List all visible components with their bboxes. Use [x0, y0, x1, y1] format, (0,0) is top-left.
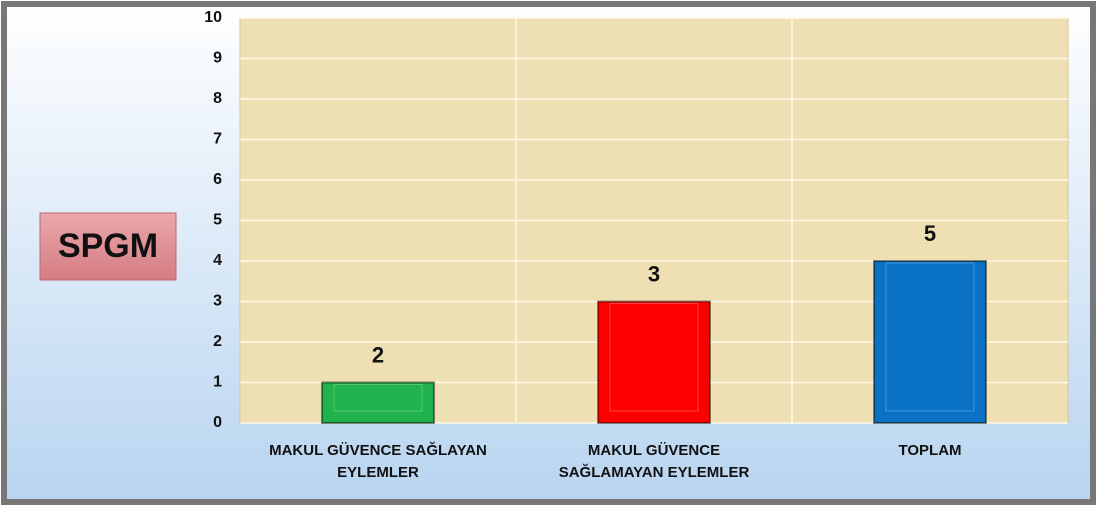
badge-box [39, 212, 177, 281]
y-tick-label: 0 [213, 414, 222, 431]
y-tick-label: 6 [213, 171, 222, 188]
bar-face [885, 262, 975, 412]
y-tick-label: 10 [204, 9, 222, 26]
badge: SPGM [58, 227, 158, 265]
x-tick-label: MAKUL GÜVENCE SAĞLAYAN EYLEMLER [269, 442, 487, 481]
y-tick-label: 3 [213, 293, 222, 310]
data-label: 2 [372, 342, 384, 367]
data-label: 3 [648, 261, 660, 286]
y-tick-label: 1 [213, 374, 222, 391]
y-tick-label: 4 [213, 252, 222, 269]
bar-face [609, 303, 699, 412]
y-tick-label: 7 [213, 131, 222, 148]
x-tick-label: TOPLAM [898, 442, 962, 459]
y-tick-label: 5 [213, 212, 222, 229]
x-tick-label: MAKUL GÜVENCE SAĞLAMAYAN EYLEMLER [558, 442, 750, 481]
y-tick-label: 2 [213, 333, 222, 350]
y-tick-label: 9 [213, 50, 222, 67]
bar-face [333, 384, 423, 412]
data-label: 5 [924, 221, 936, 246]
y-tick-label: 8 [213, 90, 222, 107]
